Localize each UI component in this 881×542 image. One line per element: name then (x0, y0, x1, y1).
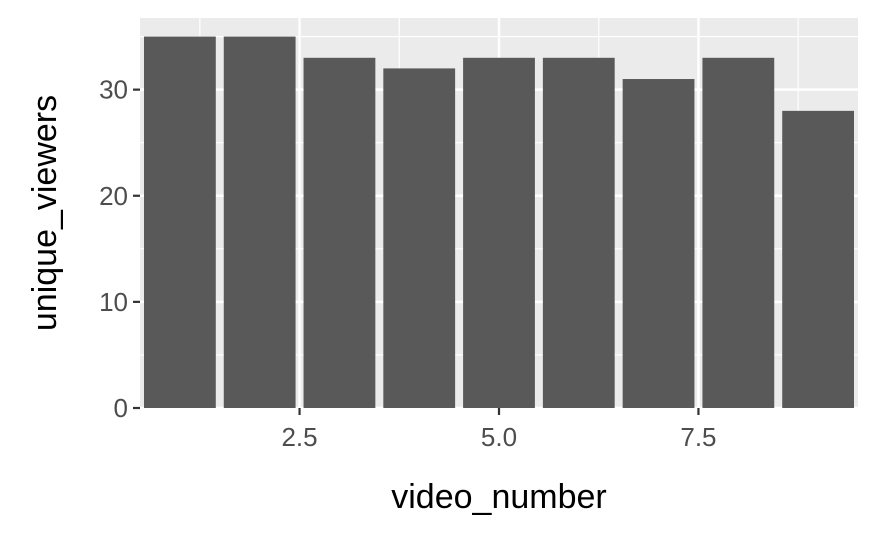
x-axis: 2.5 5.0 7.5 (281, 408, 717, 452)
bar-video-3 (303, 57, 376, 408)
bar-video-1 (143, 36, 216, 408)
y-tick-label: 30 (99, 75, 128, 105)
bar-video-9 (782, 110, 855, 408)
x-tick-label: 7.5 (680, 422, 716, 452)
bar-video-5 (463, 57, 535, 408)
bar-video-7 (622, 79, 695, 408)
bar-video-2 (223, 36, 296, 408)
y-axis-title: unique_viewers (26, 95, 64, 331)
bar-video-8 (702, 57, 775, 408)
x-tick-label: 5.0 (481, 422, 517, 452)
y-tick-label: 10 (99, 287, 128, 317)
bars (143, 36, 855, 408)
bar-video-4 (383, 68, 456, 408)
x-axis-title: video_number (391, 478, 606, 516)
y-tick-label: 0 (114, 393, 128, 423)
y-tick-label: 20 (99, 181, 128, 211)
x-tick-label: 2.5 (281, 422, 317, 452)
y-axis: 0 10 20 30 (99, 75, 140, 423)
bar-video-6 (542, 57, 615, 408)
